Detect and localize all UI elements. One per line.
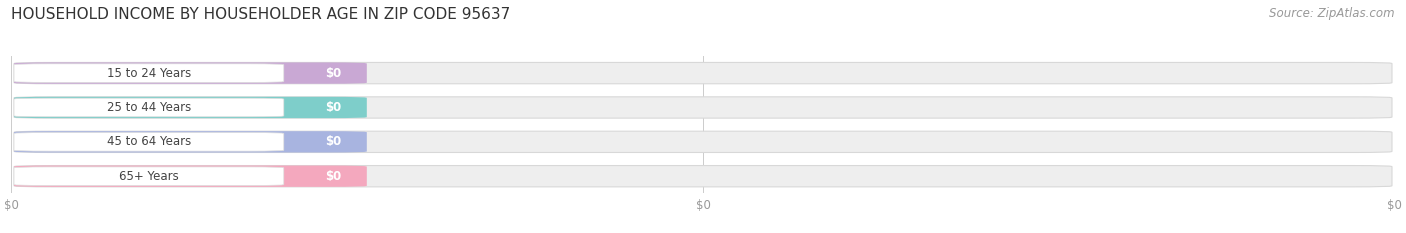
FancyBboxPatch shape [14,97,1392,118]
Text: $0: $0 [325,135,342,148]
Text: $0: $0 [325,101,342,114]
FancyBboxPatch shape [14,97,367,118]
Text: $0: $0 [325,67,342,80]
FancyBboxPatch shape [14,167,284,185]
FancyBboxPatch shape [14,62,367,84]
Text: HOUSEHOLD INCOME BY HOUSEHOLDER AGE IN ZIP CODE 95637: HOUSEHOLD INCOME BY HOUSEHOLDER AGE IN Z… [11,7,510,22]
FancyBboxPatch shape [14,62,1392,84]
FancyBboxPatch shape [14,64,284,82]
FancyBboxPatch shape [14,131,367,152]
Text: $0: $0 [325,170,342,183]
Text: 15 to 24 Years: 15 to 24 Years [107,67,191,80]
FancyBboxPatch shape [14,131,1392,152]
Text: Source: ZipAtlas.com: Source: ZipAtlas.com [1270,7,1395,20]
Text: 25 to 44 Years: 25 to 44 Years [107,101,191,114]
Text: 65+ Years: 65+ Years [120,170,179,183]
FancyBboxPatch shape [14,133,284,151]
FancyBboxPatch shape [14,166,1392,187]
Text: 45 to 64 Years: 45 to 64 Years [107,135,191,148]
FancyBboxPatch shape [14,98,284,117]
FancyBboxPatch shape [14,166,367,187]
